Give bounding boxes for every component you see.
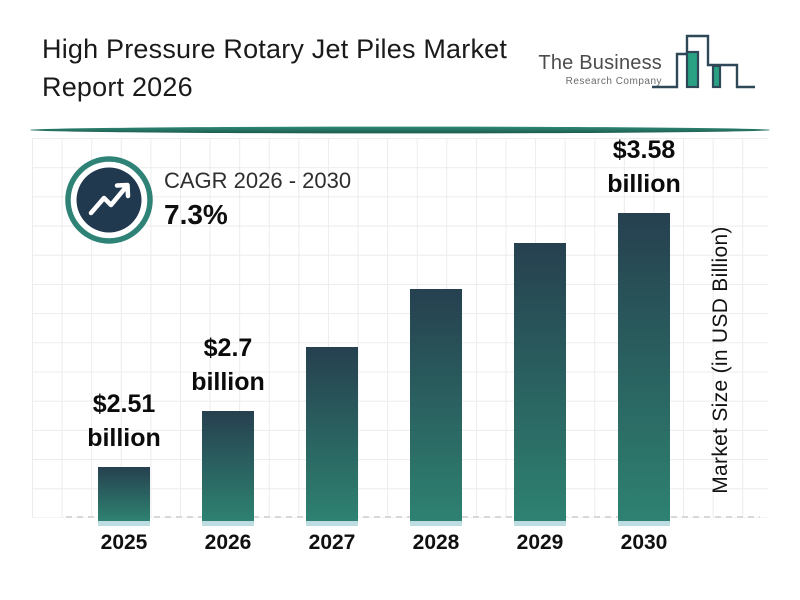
x-tick-2027: 2027 — [308, 531, 356, 554]
bar-chart-skyline-icon — [652, 34, 755, 89]
value-label-2030: $3.58 billion — [574, 133, 714, 201]
y-axis-label: Market Size (in USD Billion) — [709, 226, 732, 494]
bar-2028 — [410, 289, 462, 521]
x-tick-2029: 2029 — [516, 531, 564, 554]
value-label-amount-2026: $2.7 — [203, 334, 253, 362]
value-label-amount-2025: $2.51 — [92, 390, 156, 418]
logo-subtitle: Research Company — [565, 76, 662, 87]
bar-base-strip-2025 — [98, 521, 150, 526]
company-logo-text: The Business Research Company — [518, 52, 662, 87]
bar-2030 — [618, 213, 670, 521]
value-label-2025: $2.51 billion — [54, 387, 194, 455]
page-title: High Pressure Rotary Jet Piles Market Re… — [42, 30, 507, 106]
page-title-line2: Report 2026 — [42, 72, 193, 102]
value-label-unit-2030: billion — [607, 170, 681, 198]
value-label-unit-2025: billion — [87, 424, 161, 452]
bar-base-strip-2027 — [306, 521, 358, 526]
bar-base-strip-2029 — [514, 521, 566, 526]
bar-2025 — [98, 467, 150, 521]
trending-up-icon — [65, 156, 153, 244]
x-tick-2026: 2026 — [204, 531, 252, 554]
bar-base-strip-2030 — [618, 521, 670, 526]
x-tick-2028: 2028 — [412, 531, 460, 554]
logo-name: The Business — [538, 52, 662, 74]
bar-2026 — [202, 411, 254, 521]
page-title-line1: High Pressure Rotary Jet Piles Market — [42, 34, 508, 64]
bar-base-strip-2026 — [202, 521, 254, 526]
divider-swoosh — [30, 126, 770, 134]
x-tick-2030: 2030 — [620, 531, 668, 554]
bar-base-strip-2028 — [410, 521, 462, 526]
value-label-unit-2026: billion — [191, 368, 265, 396]
value-label-amount-2030: $3.58 — [612, 136, 676, 164]
cagr-value: 7.3% — [164, 199, 228, 230]
bar-2029 — [514, 243, 566, 521]
value-label-2026: $2.7 billion — [158, 331, 298, 399]
cagr-label: CAGR 2026 - 2030 — [164, 168, 352, 193]
bar-2027 — [306, 347, 358, 521]
x-tick-2025: 2025 — [100, 531, 148, 554]
